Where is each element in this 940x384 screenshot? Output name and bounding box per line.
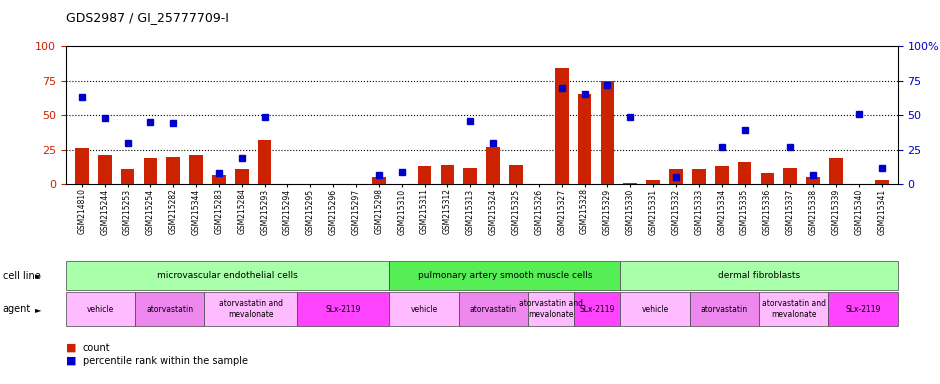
Text: atorvastatin: atorvastatin <box>701 305 748 314</box>
Bar <box>486 147 500 184</box>
Bar <box>669 169 682 184</box>
Text: agent: agent <box>3 304 31 314</box>
Text: SLx-2119: SLx-2119 <box>580 305 615 314</box>
Text: ■: ■ <box>66 343 76 353</box>
Bar <box>555 68 569 184</box>
Bar <box>714 166 728 184</box>
Text: ■: ■ <box>66 356 76 366</box>
Bar <box>692 169 706 184</box>
Bar <box>189 155 203 184</box>
Text: vehicle: vehicle <box>641 305 668 314</box>
Bar <box>738 162 751 184</box>
Bar <box>783 168 797 184</box>
Bar <box>235 169 249 184</box>
Text: percentile rank within the sample: percentile rank within the sample <box>83 356 248 366</box>
Bar <box>875 180 888 184</box>
Text: dermal fibroblasts: dermal fibroblasts <box>718 271 800 280</box>
Text: ►: ► <box>35 305 41 314</box>
Bar <box>760 173 775 184</box>
Text: count: count <box>83 343 110 353</box>
Bar <box>578 94 591 184</box>
Text: vehicle: vehicle <box>86 305 114 314</box>
Text: atorvastatin: atorvastatin <box>147 305 194 314</box>
Bar <box>829 158 843 184</box>
Bar <box>75 148 88 184</box>
Text: atorvastatin and
mevalonate: atorvastatin and mevalonate <box>219 300 283 319</box>
Text: GDS2987 / GI_25777709-I: GDS2987 / GI_25777709-I <box>66 12 228 25</box>
Bar <box>166 157 180 184</box>
Bar <box>144 158 157 184</box>
Bar <box>212 175 226 184</box>
Text: cell line: cell line <box>3 270 40 281</box>
Bar <box>258 140 272 184</box>
Text: SLx-2119: SLx-2119 <box>845 305 881 314</box>
Text: pulmonary artery smooth muscle cells: pulmonary artery smooth muscle cells <box>417 271 592 280</box>
Bar <box>441 165 454 184</box>
Bar <box>647 180 660 184</box>
Bar <box>601 81 615 184</box>
Bar <box>807 177 820 184</box>
Bar <box>623 183 637 184</box>
Bar <box>509 165 523 184</box>
Bar <box>417 166 431 184</box>
Text: ►: ► <box>35 271 41 280</box>
Text: atorvastatin and
mevalonate: atorvastatin and mevalonate <box>761 300 825 319</box>
Bar <box>120 169 134 184</box>
Text: SLx-2119: SLx-2119 <box>325 305 361 314</box>
Bar <box>463 168 478 184</box>
Text: vehicle: vehicle <box>411 305 438 314</box>
Bar <box>372 177 385 184</box>
Text: atorvastatin: atorvastatin <box>470 305 517 314</box>
Text: atorvastatin and
mevalonate: atorvastatin and mevalonate <box>519 300 583 319</box>
Text: microvascular endothelial cells: microvascular endothelial cells <box>157 271 298 280</box>
Bar <box>98 155 112 184</box>
